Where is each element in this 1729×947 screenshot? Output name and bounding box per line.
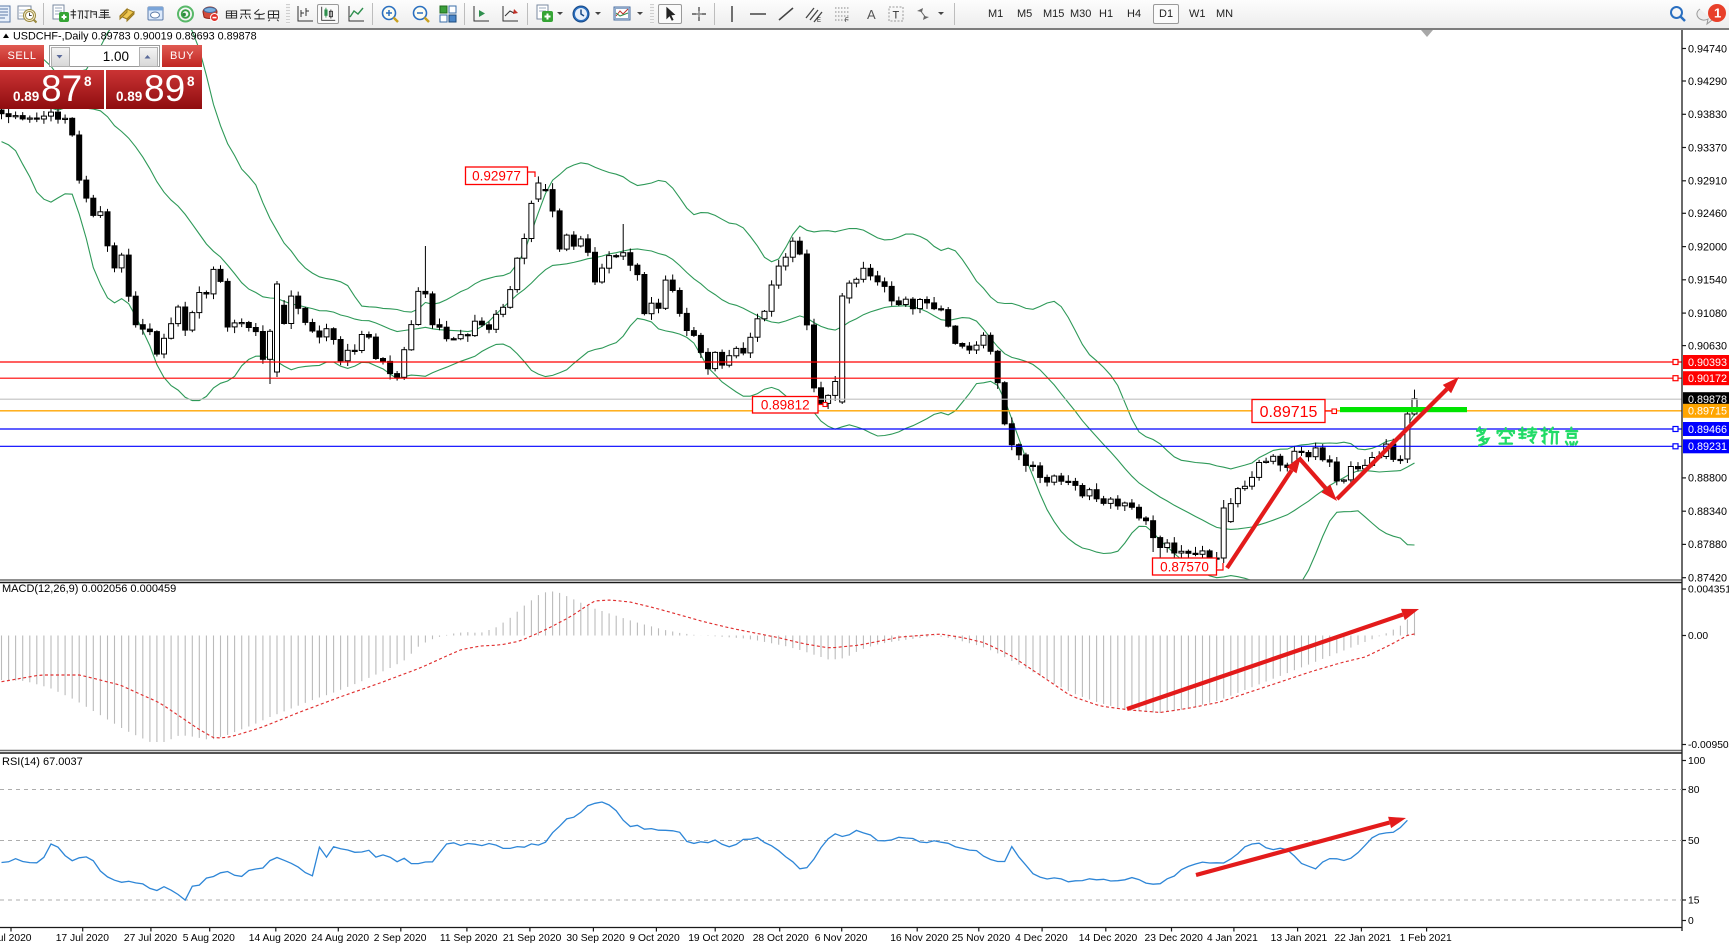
svg-text:14 Dec 2020: 14 Dec 2020 [1079, 933, 1138, 944]
svg-text:0.90172: 0.90172 [1688, 373, 1727, 385]
svg-text:RSI(14) 67.0037: RSI(14) 67.0037 [2, 756, 83, 768]
svg-text:19 Oct 2020: 19 Oct 2020 [688, 933, 744, 944]
svg-text:0.87420: 0.87420 [1688, 572, 1727, 584]
svg-text:9 Oct 2020: 9 Oct 2020 [629, 933, 680, 944]
svg-text:22 Jan 2021: 22 Jan 2021 [1334, 933, 1391, 944]
svg-text:E: E [817, 18, 821, 24]
svg-text:MACD(12,26,9) 0.002056 0.00045: MACD(12,26,9) 0.002056 0.000459 [2, 583, 176, 595]
svg-text:5 Aug 2020: 5 Aug 2020 [183, 933, 235, 944]
svg-text:0.90630: 0.90630 [1688, 340, 1727, 352]
svg-text:0.90393: 0.90393 [1688, 357, 1727, 369]
svg-text:0.89231: 0.89231 [1688, 441, 1727, 453]
svg-text:30 Sep 2020: 30 Sep 2020 [566, 933, 625, 944]
svg-text:0.00: 0.00 [1688, 631, 1708, 642]
svg-text:0.89812: 0.89812 [761, 398, 810, 413]
svg-text:50: 50 [1688, 836, 1700, 847]
svg-text:0.89715: 0.89715 [1260, 404, 1318, 421]
svg-text:15: 15 [1688, 896, 1700, 907]
svg-text:0.92977: 0.92977 [472, 169, 521, 184]
svg-text:0.93830: 0.93830 [1688, 109, 1727, 121]
svg-text:0.89878: 0.89878 [1688, 394, 1727, 406]
svg-text:F: F [845, 18, 849, 24]
svg-text:T: T [893, 10, 900, 22]
svg-text:4 Dec 2020: 4 Dec 2020 [1015, 933, 1068, 944]
svg-text:100: 100 [1688, 756, 1705, 767]
svg-text:6 Nov 2020: 6 Nov 2020 [815, 933, 868, 944]
svg-text:28 Oct 2020: 28 Oct 2020 [753, 933, 809, 944]
svg-text:14 Aug 2020: 14 Aug 2020 [249, 933, 307, 944]
svg-text:1 Feb 2021: 1 Feb 2021 [1400, 933, 1452, 944]
svg-text:80: 80 [1688, 785, 1700, 796]
svg-text:0.91540: 0.91540 [1688, 275, 1727, 287]
svg-text:24 Aug 2020: 24 Aug 2020 [311, 933, 369, 944]
svg-text:21 Sep 2020: 21 Sep 2020 [503, 933, 562, 944]
svg-text:0.89466: 0.89466 [1688, 424, 1727, 436]
svg-text:0.92460: 0.92460 [1688, 208, 1727, 220]
svg-text:0.004351: 0.004351 [1688, 585, 1729, 596]
svg-text:0.94290: 0.94290 [1688, 76, 1727, 88]
svg-text:16 Nov 2020: 16 Nov 2020 [890, 933, 949, 944]
svg-text:USDCHF-,Daily 0.89783 0.90019: USDCHF-,Daily 0.89783 0.90019 0.89693 0.… [13, 31, 257, 43]
svg-text:0.92000: 0.92000 [1688, 241, 1727, 253]
svg-text:0.94740: 0.94740 [1688, 43, 1727, 55]
svg-text:23 Dec 2020: 23 Dec 2020 [1145, 933, 1204, 944]
svg-text:0.93370: 0.93370 [1688, 142, 1727, 154]
svg-text:0.87570: 0.87570 [1160, 559, 1209, 574]
svg-text:0.91080: 0.91080 [1688, 308, 1727, 320]
svg-text:A: A [867, 7, 876, 22]
svg-text:0.89715: 0.89715 [1688, 406, 1727, 418]
svg-text:-0.009504: -0.009504 [1688, 740, 1729, 751]
svg-text:0: 0 [1688, 916, 1694, 927]
svg-text:0.88800: 0.88800 [1688, 473, 1727, 485]
svg-text:0.92910: 0.92910 [1688, 176, 1727, 188]
svg-text:4 Jan 2021: 4 Jan 2021 [1207, 933, 1258, 944]
svg-text:0.88340: 0.88340 [1688, 506, 1727, 518]
svg-text:6 Jul 2020: 6 Jul 2020 [0, 933, 32, 944]
svg-text:17 Jul 2020: 17 Jul 2020 [56, 933, 110, 944]
svg-text:1: 1 [1714, 6, 1721, 21]
svg-text:2 Sep 2020: 2 Sep 2020 [374, 933, 427, 944]
svg-text:25 Nov 2020: 25 Nov 2020 [952, 933, 1011, 944]
svg-text:11 Sep 2020: 11 Sep 2020 [440, 933, 498, 944]
svg-text:27 Jul 2020: 27 Jul 2020 [124, 933, 178, 944]
svg-text:13 Jan 2021: 13 Jan 2021 [1271, 933, 1328, 944]
svg-text:0.87880: 0.87880 [1688, 539, 1727, 551]
